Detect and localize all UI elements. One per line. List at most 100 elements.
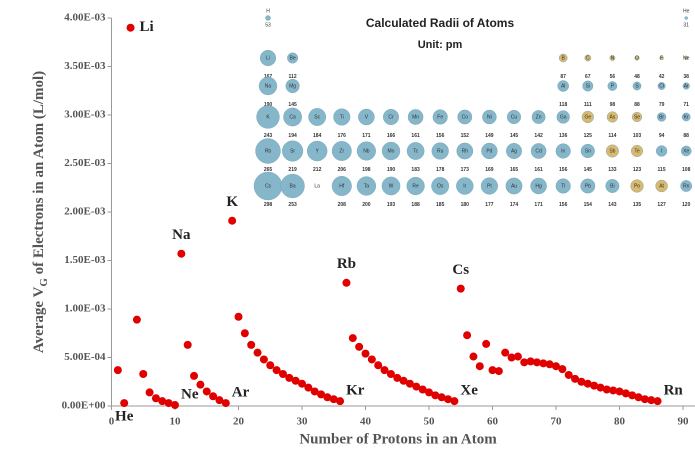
inset-symbol: Te	[634, 148, 640, 154]
inset-atom	[530, 177, 547, 195]
y-axis-label-subscript: G	[38, 278, 50, 287]
inset-symbol: Sr	[290, 148, 295, 154]
data-point	[151, 394, 160, 403]
data-point	[126, 23, 135, 32]
x-tick-label: 70	[551, 416, 563, 428]
inset-radius: 156	[559, 202, 568, 208]
inset-symbol: Hg	[535, 183, 542, 189]
inset-radius: 31	[683, 22, 689, 28]
data-point	[202, 387, 211, 396]
inset-radius: 206	[338, 167, 347, 173]
inset-symbol: Li	[266, 55, 270, 61]
data-point	[552, 362, 560, 371]
inset-symbol: Ca	[289, 114, 296, 120]
y-axis-label: Average VG of Electrons in an Atom (L/mo…	[31, 71, 49, 353]
inset-atom	[582, 80, 594, 92]
x-tick-label: 0	[109, 416, 115, 428]
inset-radius: 118	[559, 102, 567, 108]
annotation: Cs	[452, 262, 469, 278]
annotation: Ar	[232, 385, 250, 401]
inset-symbol: I	[661, 148, 662, 154]
inset-symbol: Al	[561, 83, 565, 89]
inset-radius: 219	[288, 167, 297, 173]
data-point	[266, 361, 275, 370]
inset-atom	[255, 138, 281, 164]
inset-atom	[506, 143, 522, 159]
y-tick-label: 0.00E+00	[62, 400, 106, 412]
inset-atom	[681, 112, 691, 122]
inset-radius: 53	[265, 22, 271, 28]
y-tick-label: 1.00E-03	[64, 303, 106, 315]
inset-radius: 154	[584, 202, 593, 208]
inset-atom	[684, 56, 689, 60]
data-point	[577, 377, 586, 386]
data-point	[196, 380, 205, 389]
data-point	[139, 369, 148, 378]
inset-radius: 184	[313, 133, 322, 139]
inset-radius: 79	[659, 102, 665, 108]
inset-atom	[555, 178, 571, 194]
inset-symbol: Ir	[463, 183, 466, 189]
inset-atom	[406, 176, 425, 196]
inset-atom	[331, 176, 352, 196]
x-tick-label: 60	[487, 416, 499, 428]
data-point	[437, 393, 446, 402]
inset-radius: 156	[559, 167, 568, 173]
inset-atom	[605, 144, 619, 158]
inset-atom	[258, 76, 278, 96]
x-tick-label: 40	[360, 416, 372, 428]
data-point	[640, 395, 649, 404]
data-point	[291, 376, 300, 385]
data-point	[431, 391, 440, 400]
inset-radius: 103	[633, 133, 642, 139]
inset-symbol: Ti	[340, 114, 344, 120]
inset-radius: 156	[436, 133, 445, 139]
data-point	[393, 373, 402, 382]
inset-symbol: V	[365, 114, 369, 120]
annotation: He	[115, 409, 134, 425]
inset-radius: 165	[510, 167, 519, 173]
inset-radius: 298	[264, 202, 273, 208]
x-tick-label: 30	[297, 416, 309, 428]
inset-symbol: Zn	[536, 114, 542, 120]
inset-radius: 167	[264, 74, 273, 80]
inset-atom	[287, 52, 299, 64]
inset-symbol: He	[683, 8, 690, 14]
inset-atom	[381, 176, 401, 196]
y-tick-label: 4.00E-03	[64, 12, 106, 24]
inset-radius: 212	[313, 167, 322, 173]
y-tick-label: 2.50E-03	[64, 157, 106, 169]
inset-title: Calculated Radii of Atoms	[366, 16, 515, 30]
data-point	[247, 340, 256, 349]
data-point	[177, 249, 186, 258]
inset-atom	[280, 173, 305, 199]
data-point	[374, 361, 383, 370]
inset-atom	[307, 140, 328, 162]
y-axis-label-part: Average V	[31, 286, 47, 353]
data-point	[317, 390, 326, 399]
inset-symbol: Ag	[511, 148, 517, 154]
data-point	[513, 352, 522, 361]
inset-radius: 166	[387, 133, 396, 139]
inset-radius: 87	[560, 74, 566, 80]
annotation: Ne	[181, 386, 199, 402]
inset-radius: 114	[608, 133, 616, 139]
inset-atom	[333, 108, 351, 126]
inset-radius: 127	[657, 202, 666, 208]
inset-radius: 71	[683, 102, 689, 108]
inset-radius: 180	[461, 202, 470, 208]
inset-symbol: Os	[437, 183, 444, 189]
data-point	[405, 379, 414, 388]
inset-atom	[581, 110, 594, 124]
inset-radius: 200	[362, 202, 371, 208]
data-point	[494, 367, 503, 376]
inset-symbol: Zr	[339, 148, 344, 154]
data-point	[145, 388, 154, 397]
inset-symbol: Pd	[486, 148, 492, 154]
data-point	[323, 393, 332, 402]
inset-atom	[580, 143, 595, 159]
data-point	[215, 396, 224, 405]
inset-radius: 145	[510, 133, 519, 139]
inset-symbol: Bi	[610, 183, 614, 189]
inset-atom	[407, 109, 424, 125]
